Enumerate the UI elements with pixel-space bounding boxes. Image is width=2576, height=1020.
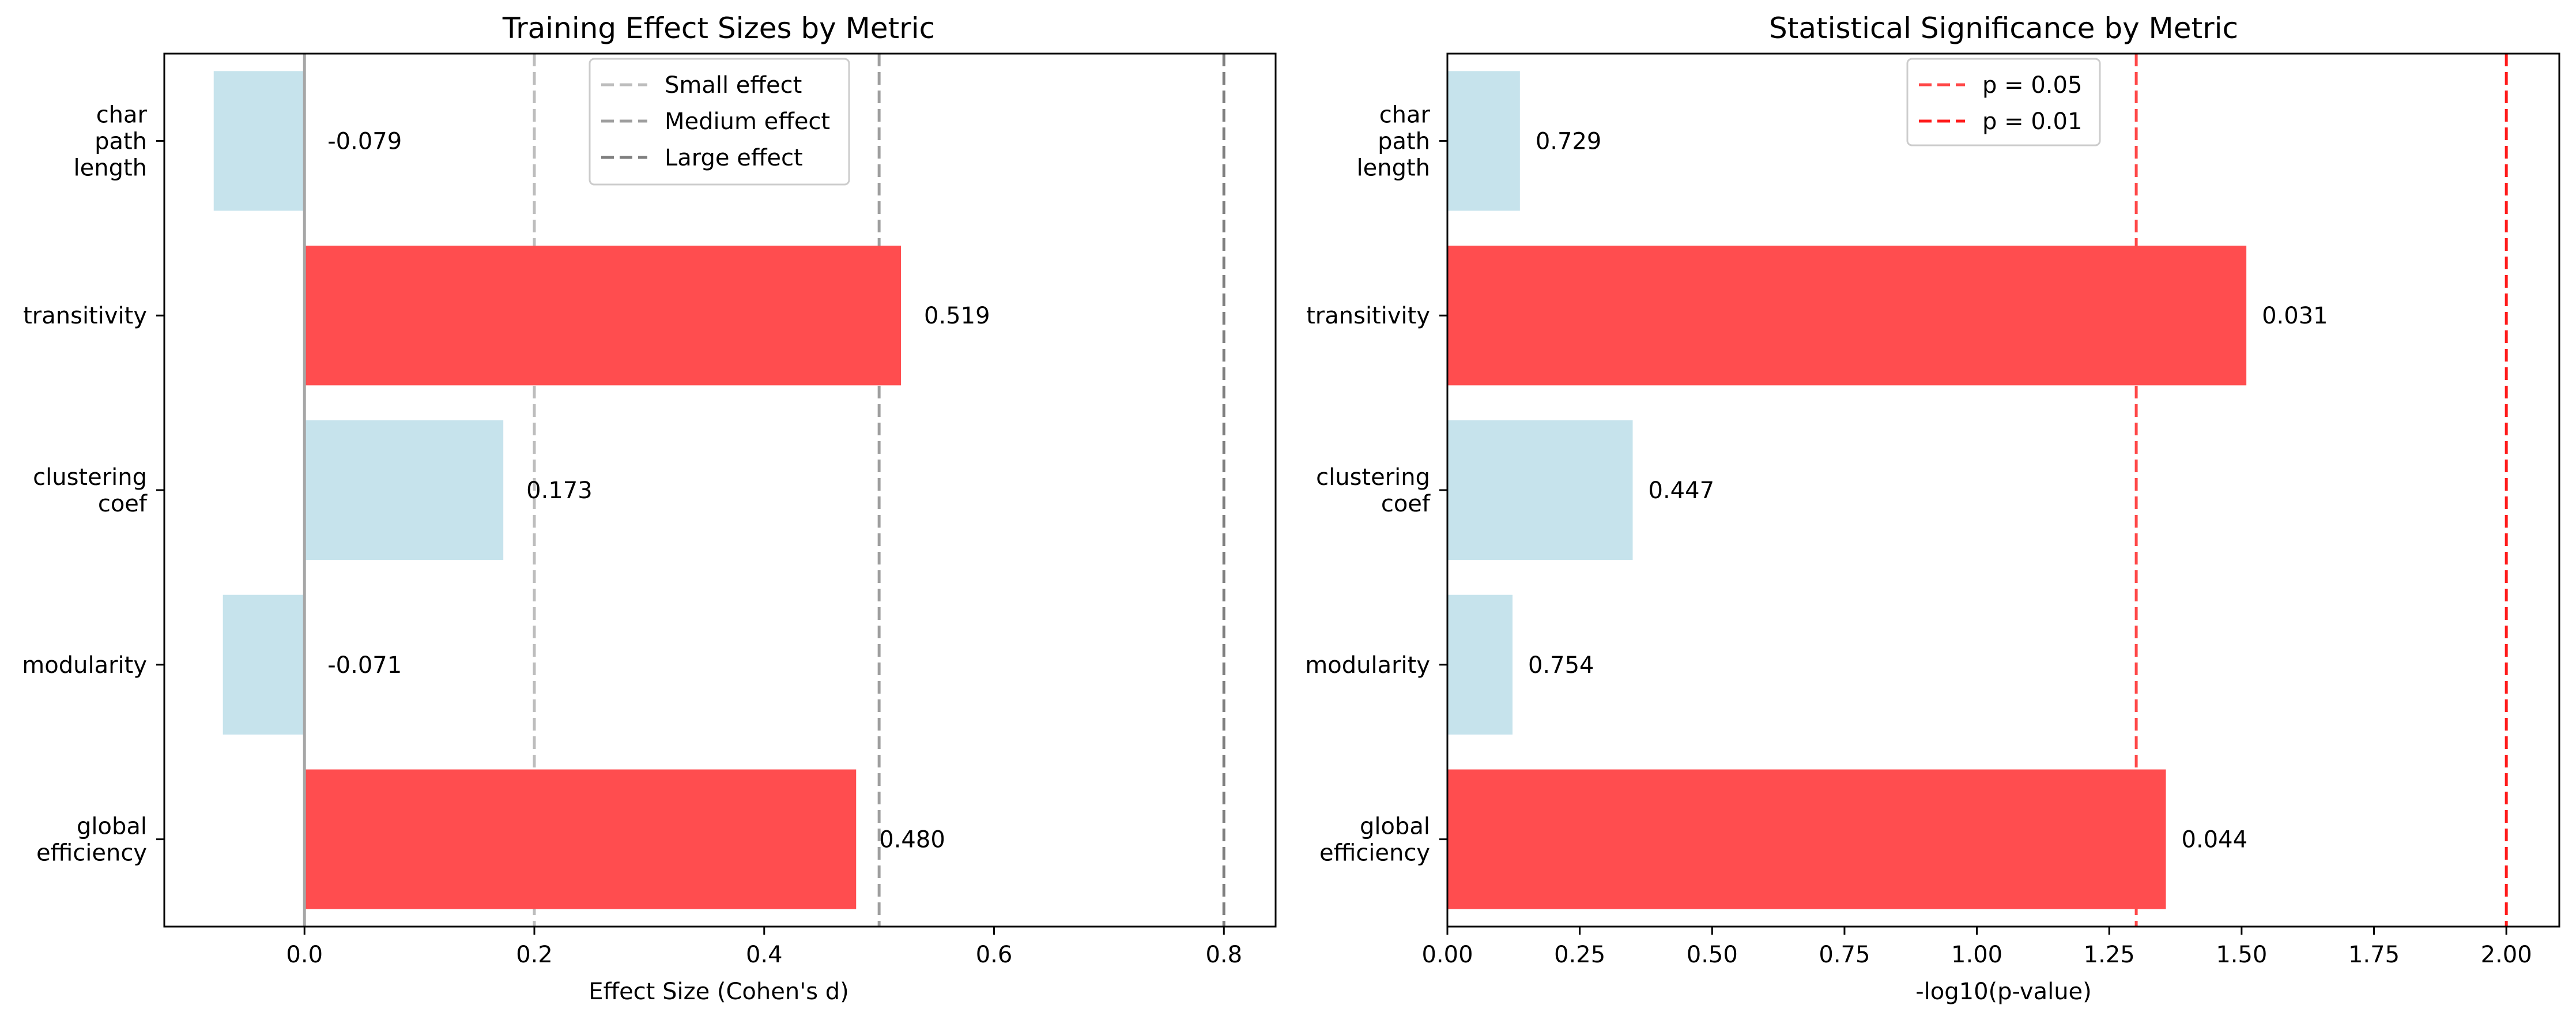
significance-category-label-line: modularity: [1305, 652, 1430, 679]
effect-size-category-label: char path length: [74, 101, 148, 181]
effect-size-legend-label: Large effect: [665, 145, 803, 171]
significance-x-tick-label: 1.50: [2216, 942, 2267, 968]
effect-size-x-tick-label: 0.2: [516, 942, 553, 968]
significance-value-label: 0.447: [1649, 477, 1715, 504]
effect-size-category-label-line: transitivity: [23, 303, 147, 329]
effect-size-legend-box: [589, 58, 850, 186]
significance-legend-label: p = 0.05: [1982, 72, 2082, 99]
effect-size-x-axis-label: Effect Size (Cohen's d): [589, 978, 849, 1005]
effect-size-bar: [213, 71, 305, 211]
significance-value-label: 0.754: [1528, 652, 1594, 679]
effect-size-x-tick-label: 0.0: [286, 942, 323, 968]
significance-axes-frame: [1446, 52, 2560, 928]
effect-size-bar: [304, 420, 504, 560]
significance-x-tick-label: 1.25: [2084, 942, 2135, 968]
effect-size-category-label-line: modularity: [22, 652, 147, 679]
effect-size-legend-label: Small effect: [665, 72, 802, 99]
effect-size-category-label-line: length: [74, 155, 148, 181]
effect-size-x-tick-label: 0.8: [1205, 942, 1242, 968]
significance-x-tick-label: 1.75: [2348, 942, 2400, 968]
significance-bar: [1447, 246, 2247, 386]
significance-value-label: 0.031: [2262, 303, 2328, 329]
effect-size-value-label: -0.079: [327, 128, 402, 155]
effect-size-x-tick-label: 0.4: [746, 942, 783, 968]
significance-x-axis-label: -log10(p-value): [1915, 978, 2092, 1005]
significance-x-tick-label: 0.75: [1819, 942, 1870, 968]
significance-legend-label: p = 0.01: [1982, 108, 2082, 135]
significance-marks: 0.729 char path length 0.031 transitivity 0.44…: [1305, 52, 2560, 968]
effect-size-panel: Training Effect Sizes by Metric -0.079 ch…: [22, 12, 1277, 1005]
significance-category-label-line: transitivity: [1306, 303, 1430, 329]
effect-size-title: Training Effect Sizes by Metric: [502, 12, 935, 45]
significance-category-label-line: length: [1357, 155, 1431, 181]
significance-bar: [1447, 420, 1633, 560]
effect-size-legend: Small effect Medium effect Large effect: [589, 58, 850, 186]
effect-size-value-label: 0.480: [879, 827, 945, 853]
effect-size-category-label-line: global: [77, 814, 147, 840]
effect-size-bar: [304, 769, 857, 909]
significance-legend: p = 0.05 p = 0.01: [1906, 58, 2101, 146]
significance-x-tick-label: 0.25: [1554, 942, 1605, 968]
effect-size-category-label-line: efficiency: [36, 840, 147, 867]
significance-title: Statistical Significance by Metric: [1769, 12, 2238, 45]
effect-size-category-label: clustering coef: [33, 464, 148, 517]
significance-value-label: 0.044: [2182, 827, 2248, 853]
effect-size-category-label-line: coef: [98, 491, 148, 517]
effect-size-category-label: transitivity: [23, 303, 147, 329]
significance-bar: [1447, 71, 1520, 211]
significance-legend-box: [1906, 58, 2101, 146]
significance-x-tick-label: 1.00: [1951, 942, 2002, 968]
significance-category-label-line: char: [1379, 101, 1431, 128]
significance-category-label-line: path: [1378, 128, 1430, 155]
significance-x-tick-label: 2.00: [2481, 942, 2532, 968]
significance-bar: [1447, 594, 1513, 735]
significance-category-label-line: global: [1360, 814, 1430, 840]
significance-value-label: 0.729: [1536, 128, 1602, 155]
significance-category-label-line: clustering: [1316, 464, 1430, 491]
significance-x-tick-label: 0.50: [1687, 942, 1738, 968]
significance-panel: Statistical Significance by Metric 0.729…: [1305, 12, 2560, 1005]
significance-category-label-line: efficiency: [1319, 840, 1430, 867]
effect-size-value-label: -0.071: [327, 652, 402, 679]
significance-bar: [1447, 769, 2166, 909]
effect-size-category-label: modularity: [22, 652, 147, 679]
effect-size-bar: [304, 246, 902, 386]
significance-category-label-line: coef: [1381, 491, 1431, 517]
effect-size-value-label: 0.173: [526, 477, 593, 504]
significance-category-label: char path length: [1357, 101, 1431, 181]
effect-size-category-label: global efficiency: [36, 814, 147, 867]
effect-size-marks: -0.079 char path length 0.519 transitivity 0.1…: [22, 52, 1277, 968]
effect-size-category-label-line: clustering: [33, 464, 147, 491]
significance-category-label: modularity: [1305, 652, 1430, 679]
effect-size-category-label-line: path: [95, 128, 147, 155]
effect-size-x-tick-label: 0.6: [976, 942, 1013, 968]
effect-size-value-label: 0.519: [924, 303, 990, 329]
significance-category-label: global efficiency: [1319, 814, 1430, 867]
significance-category-label: transitivity: [1306, 303, 1430, 329]
effect-size-bar: [222, 594, 305, 735]
significance-category-label: clustering coef: [1316, 464, 1431, 517]
effect-size-axes-frame: [163, 52, 1277, 928]
effect-size-legend-label: Medium effect: [665, 108, 830, 135]
significance-x-tick-label: 0.00: [1421, 942, 1473, 968]
effect-size-category-label-line: char: [96, 101, 148, 128]
